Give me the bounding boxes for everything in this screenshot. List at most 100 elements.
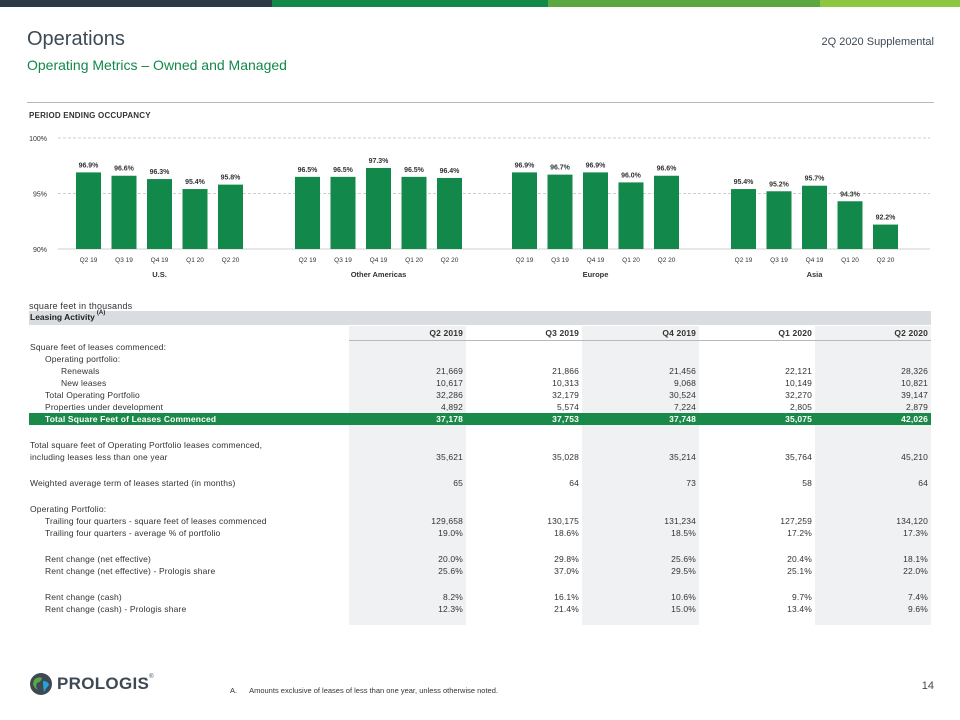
table-cell: 32,179 bbox=[552, 390, 579, 400]
table-cell: 29.8% bbox=[554, 554, 579, 564]
table-cell: 35,028 bbox=[552, 452, 579, 462]
bar-value-label: 96.5% bbox=[333, 167, 354, 174]
bar-value-label: 96.3% bbox=[150, 169, 171, 176]
column-header: Q2 2020 bbox=[815, 326, 931, 341]
x-tick-label: Q3 19 bbox=[770, 257, 788, 264]
bar bbox=[218, 184, 243, 249]
bar-value-label: 96.9% bbox=[515, 162, 536, 169]
table-row: Rent change (net effective) 20.0% 29.8% 25.… bbox=[29, 553, 931, 565]
table-cell: 20.0% bbox=[349, 553, 466, 565]
logo-wordmark: PROLOGIS® bbox=[57, 674, 154, 694]
prologis-logo: PROLOGIS® bbox=[29, 672, 154, 696]
group-label: U.S. bbox=[152, 270, 167, 279]
supplemental-label: 2Q 2020 Supplemental bbox=[821, 36, 934, 48]
table-cell: 37,748 bbox=[582, 413, 699, 425]
row-label: Renewals bbox=[61, 366, 100, 376]
bar bbox=[802, 185, 827, 249]
page-subtitle: Operating Metrics – Owned and Managed bbox=[27, 57, 287, 73]
bar bbox=[512, 172, 537, 249]
row-label: Rent change (net effective) - Prologis s… bbox=[45, 566, 216, 576]
group-label: Europe bbox=[583, 270, 609, 279]
table-row: Total Operating Portfolio 32,286 32,179 30,… bbox=[29, 389, 931, 401]
bar bbox=[731, 189, 756, 249]
table-cell: 10.6% bbox=[582, 591, 699, 603]
group-label: Asia bbox=[807, 270, 824, 279]
page-number: 14 bbox=[921, 680, 934, 692]
row-label: Rent change (cash) bbox=[45, 592, 122, 602]
bar-value-label: 96.6% bbox=[657, 166, 678, 173]
table-cell: 9,068 bbox=[582, 377, 699, 389]
bar bbox=[437, 177, 462, 249]
table-cell: 64 bbox=[815, 477, 931, 489]
table-cell: 10,313 bbox=[552, 378, 579, 388]
bar-value-label: 96.6% bbox=[114, 166, 135, 173]
bar bbox=[547, 174, 573, 249]
table-cell: 35,214 bbox=[582, 451, 699, 463]
table-cell: 21,456 bbox=[582, 365, 699, 377]
bar-value-label: 97.3% bbox=[369, 158, 390, 165]
bar bbox=[366, 167, 391, 249]
table-cell: 5,574 bbox=[556, 402, 579, 412]
top-bar-segment bbox=[820, 0, 960, 7]
table-cell: 2,805 bbox=[789, 402, 812, 412]
bar-value-label: 95.7% bbox=[805, 176, 826, 183]
bar bbox=[873, 224, 898, 249]
table-cell: 35,075 bbox=[699, 413, 815, 425]
table-cell: 39,147 bbox=[815, 389, 931, 401]
leasing-activity-header: Leasing Activity (A) bbox=[29, 310, 931, 325]
table-cell: 10,617 bbox=[349, 377, 466, 389]
table-row: Operating portfolio: bbox=[29, 353, 931, 365]
footnote: A. Amounts exclusive of leases of less th… bbox=[230, 686, 498, 695]
column-header: Q4 2019 bbox=[582, 326, 699, 341]
bar bbox=[583, 172, 608, 249]
table-cell: 35,621 bbox=[349, 451, 466, 463]
row-label: including leases less than one year bbox=[30, 452, 168, 462]
table-cell: 25.1% bbox=[787, 566, 812, 576]
y-tick-label: 95% bbox=[33, 192, 47, 199]
bar bbox=[111, 175, 137, 249]
x-tick-label: Q4 19 bbox=[806, 257, 824, 264]
leasing-activity-label: Leasing Activity bbox=[30, 312, 95, 322]
header-divider bbox=[27, 102, 934, 103]
bar bbox=[147, 179, 172, 249]
bar-value-label: 95.4% bbox=[185, 179, 206, 186]
bar bbox=[837, 201, 863, 249]
table-cell: 21.4% bbox=[554, 604, 579, 614]
x-tick-label: Q1 20 bbox=[405, 257, 423, 264]
table-cell: 18.1% bbox=[815, 553, 931, 565]
table-total-row: Total Square Feet of Leases Commenced 37,… bbox=[29, 413, 931, 425]
x-tick-label: Q2 19 bbox=[735, 257, 753, 264]
table-cell: 17.3% bbox=[815, 527, 931, 539]
table-cell: 25.6% bbox=[349, 565, 466, 577]
table-cell: 29.5% bbox=[582, 565, 699, 577]
row-label: Operating Portfolio: bbox=[30, 504, 107, 514]
table-cell: 7.4% bbox=[815, 591, 931, 603]
row-label: Total Square Feet of Leases Commenced bbox=[29, 413, 349, 425]
x-tick-label: Q2 19 bbox=[299, 257, 317, 264]
table-cell: 20.4% bbox=[787, 554, 812, 564]
table-cell: 42,026 bbox=[815, 413, 931, 425]
bar-value-label: 96.0% bbox=[621, 172, 642, 179]
bar-value-label: 96.5% bbox=[404, 167, 425, 174]
table-row: Square feet of leases commenced: bbox=[29, 340, 931, 353]
table-row: New leases 10,617 10,313 9,068 10,149 10,821 bbox=[29, 377, 931, 389]
table-row: Trailing four quarters - average % of po… bbox=[29, 527, 931, 539]
table-row: Operating Portfolio: bbox=[29, 503, 931, 515]
bar bbox=[401, 176, 427, 249]
x-tick-label: Q2 20 bbox=[441, 257, 459, 264]
bar bbox=[182, 189, 208, 249]
bar-value-label: 96.5% bbox=[298, 167, 319, 174]
logo-text: PROLOGIS bbox=[57, 674, 150, 693]
table-cell: 8.2% bbox=[349, 591, 466, 603]
table-cell: 12.3% bbox=[349, 603, 466, 615]
group-label: Other Americas bbox=[351, 270, 407, 279]
table-cell: 130,175 bbox=[547, 516, 579, 526]
x-tick-label: Q3 19 bbox=[334, 257, 352, 264]
bar-value-label: 95.8% bbox=[221, 175, 242, 182]
row-label: Properties under development bbox=[45, 402, 164, 412]
top-bar-segment bbox=[272, 0, 548, 7]
x-tick-label: Q2 20 bbox=[222, 257, 240, 264]
bar-value-label: 95.4% bbox=[734, 179, 755, 186]
row-label: Trailing four quarters - average % of po… bbox=[45, 528, 221, 538]
table-row: Rent change (cash) 8.2% 16.1% 10.6% 9.7% 7.4% bbox=[29, 591, 931, 603]
